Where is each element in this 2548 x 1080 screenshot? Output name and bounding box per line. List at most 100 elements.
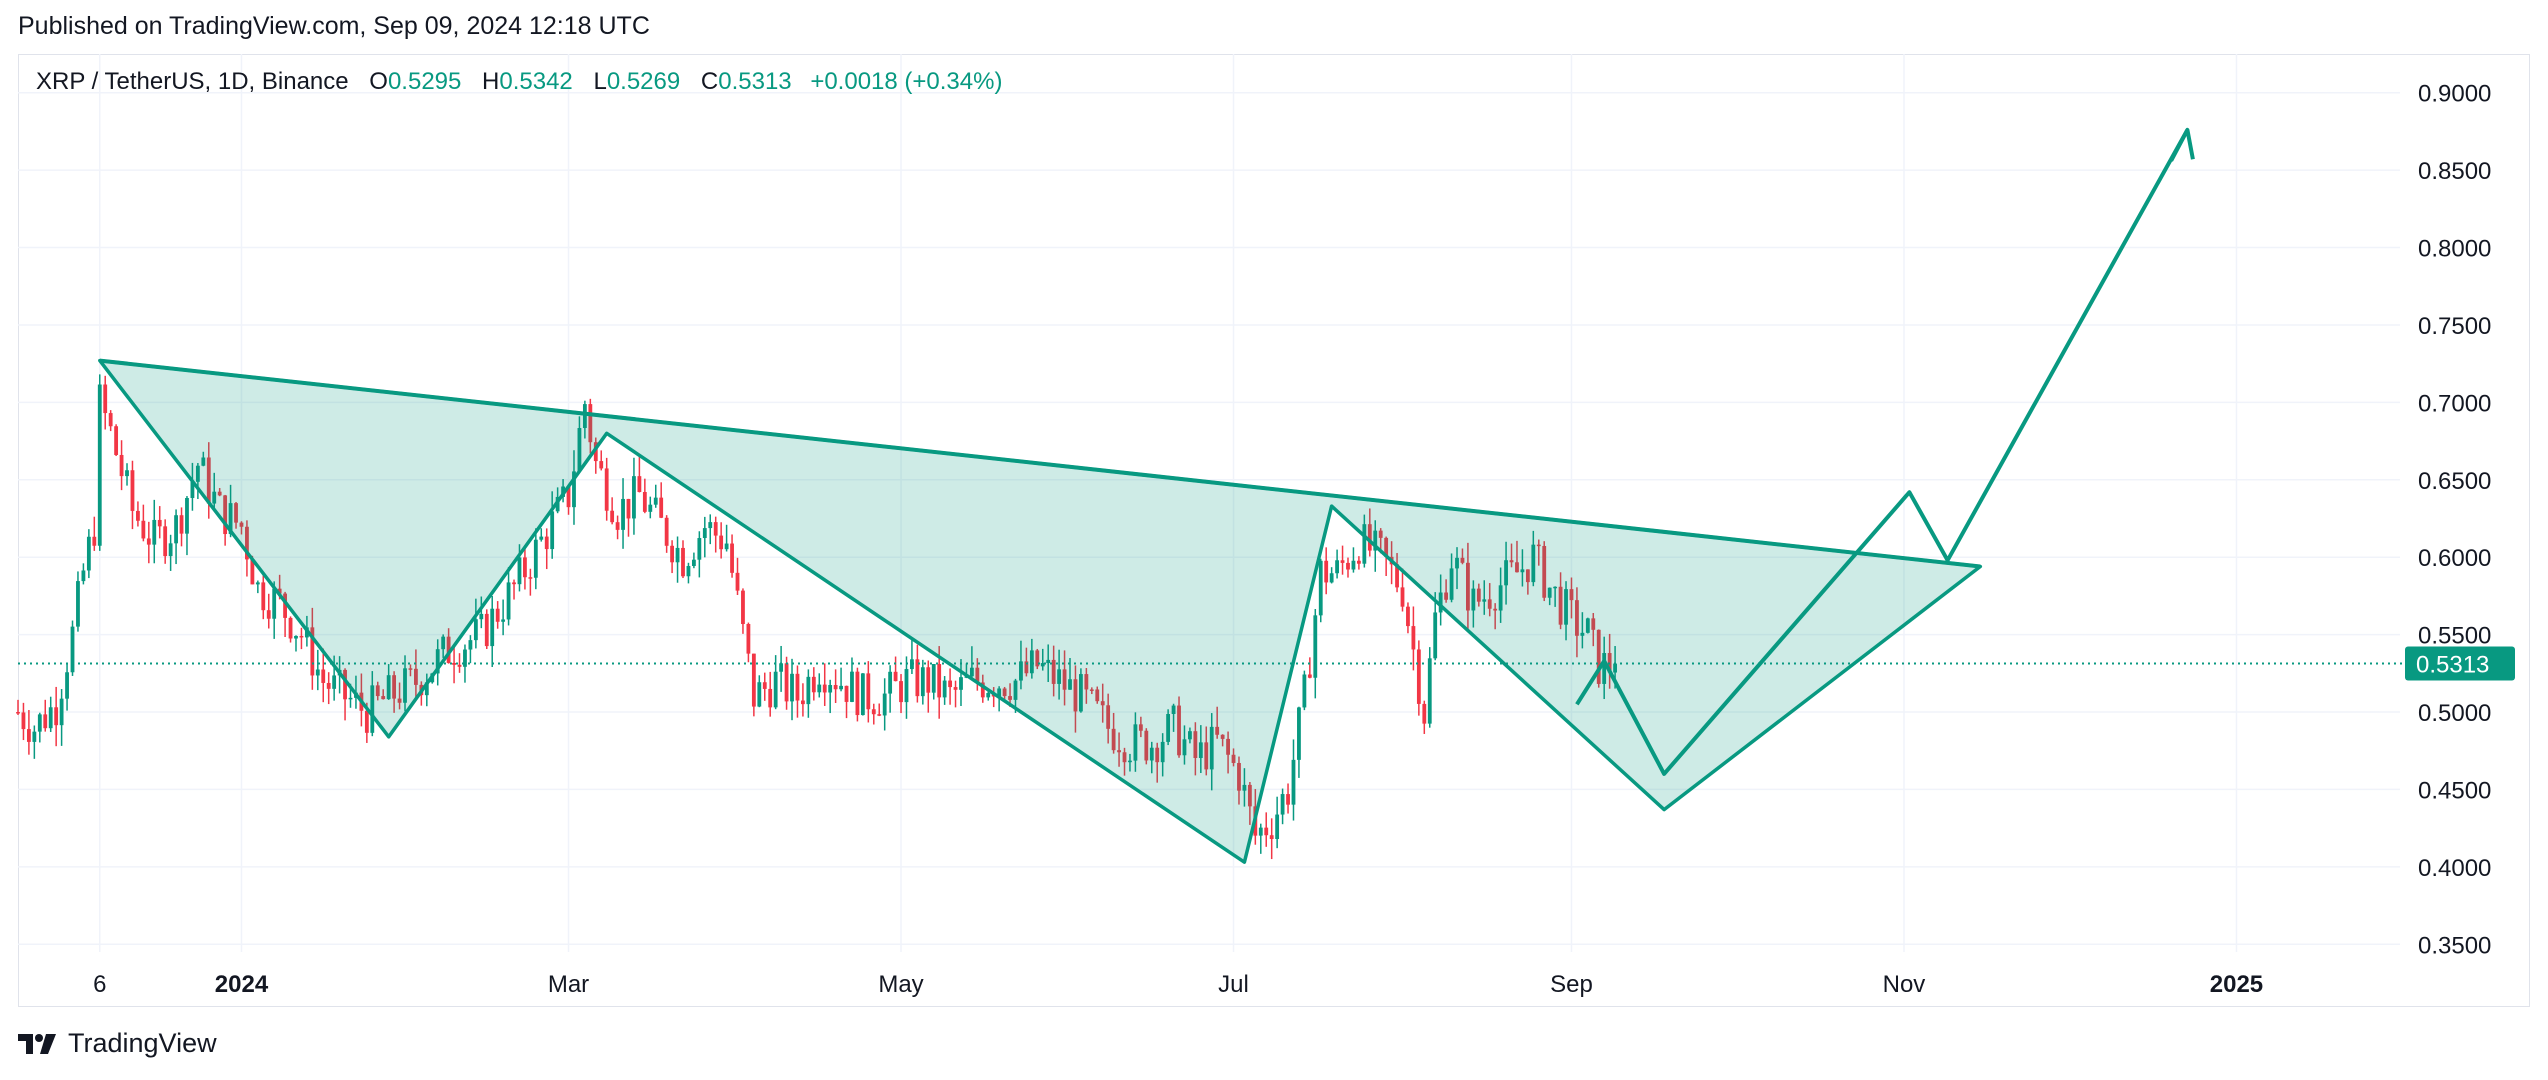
candle-body — [844, 685, 849, 702]
candle-body — [621, 498, 625, 530]
candle-body — [610, 510, 615, 523]
candle-body — [1166, 713, 1171, 742]
candle-body — [1264, 827, 1269, 836]
candle-body — [1089, 689, 1094, 691]
candle-body — [523, 557, 527, 578]
candle-body — [1596, 629, 1601, 684]
candle-body — [397, 698, 402, 703]
candle-body — [599, 461, 604, 469]
candle-body — [1291, 759, 1296, 805]
candle-body — [533, 539, 538, 578]
candle-body — [212, 491, 217, 504]
candle-body — [833, 685, 838, 690]
tradingview-logo[interactable]: TradingView — [18, 1028, 217, 1059]
x-tick-label: Mar — [548, 971, 589, 998]
candle-body — [1078, 674, 1083, 712]
candle-body — [168, 543, 173, 557]
candle-body — [544, 536, 549, 550]
candle-body — [1400, 587, 1405, 607]
candle-body — [114, 426, 119, 455]
candle-body — [414, 668, 418, 685]
pattern-shape — [98, 358, 1983, 864]
candle-body — [920, 667, 925, 697]
legend-open-label: O — [369, 68, 388, 95]
candle-body — [473, 619, 478, 641]
candle-body — [1171, 705, 1176, 714]
legend-high-value: 0.5342 — [499, 68, 573, 95]
candle-body — [817, 684, 822, 693]
candle-body — [1509, 560, 1514, 563]
candle-body — [468, 640, 473, 650]
candle-body — [146, 538, 151, 545]
candle-body — [315, 669, 320, 676]
published-caption: Published on TradingView.com, Sep 09, 20… — [18, 12, 650, 40]
candle-body — [670, 545, 675, 563]
candle-body — [719, 535, 724, 550]
candle-body — [1084, 674, 1089, 690]
candle-body — [370, 685, 375, 733]
y-tick-label: 0.9000 — [2418, 81, 2491, 108]
candle-body — [550, 511, 555, 550]
candle-body — [850, 671, 854, 702]
candle-body — [566, 486, 571, 508]
candle-body — [348, 697, 353, 700]
candle-body — [1247, 784, 1252, 807]
candle-body — [1318, 560, 1323, 616]
candle-body — [1177, 705, 1181, 756]
candle-body — [1346, 562, 1350, 570]
candle-body — [637, 476, 642, 493]
tradingview-brand-text: TradingView — [68, 1028, 217, 1058]
candle-body — [1046, 659, 1051, 664]
candle-body — [1575, 600, 1579, 636]
candle-body — [76, 581, 80, 627]
candle-body — [381, 696, 386, 700]
y-tick-label: 0.3500 — [2418, 932, 2491, 959]
candle-body — [1062, 669, 1067, 690]
chart-pane[interactable] — [18, 54, 2530, 1007]
candle-body — [811, 676, 816, 693]
candle-body — [190, 481, 195, 498]
candle-body — [1188, 731, 1192, 740]
candle-body — [103, 384, 108, 414]
candle-body — [81, 570, 86, 582]
candle-body — [632, 476, 636, 519]
candle-body — [1498, 585, 1503, 611]
candle-body — [893, 671, 898, 682]
candle-body — [206, 457, 211, 504]
candle-body — [452, 662, 456, 665]
candle-body — [1367, 524, 1372, 551]
candle-body — [1215, 726, 1220, 735]
candle-body — [1362, 524, 1367, 564]
candle-body — [664, 517, 669, 546]
candle-body — [343, 669, 347, 700]
candle-body — [1002, 688, 1007, 697]
candle-body — [659, 497, 664, 518]
candle-body — [70, 626, 75, 673]
legend-open-value: 0.5295 — [387, 68, 462, 95]
candle-body — [904, 669, 909, 703]
candle-body — [250, 559, 255, 585]
candle-body — [741, 590, 745, 625]
y-tick-label: 0.5500 — [2418, 623, 2491, 650]
symbol-legend: XRP / TetherUS, 1D, Binance O0.5295 H0.5… — [36, 68, 1002, 96]
candle-body — [1193, 731, 1198, 759]
candles — [16, 374, 1617, 860]
candle-body — [888, 671, 893, 694]
candle-body — [1307, 674, 1312, 678]
y-tick-label: 0.7500 — [2418, 313, 2491, 340]
x-tick-label: Sep — [1550, 971, 1593, 998]
candle-body — [724, 543, 729, 550]
neckline-trendline — [99, 358, 1981, 569]
candle-body — [790, 673, 794, 702]
candle-body — [1433, 612, 1438, 659]
candle-body — [860, 673, 865, 716]
candle-body — [1438, 592, 1443, 613]
grid-lines — [18, 54, 2400, 952]
candle-body — [1471, 588, 1476, 611]
candle-body — [1275, 814, 1280, 840]
candle-body — [43, 714, 48, 729]
candle-body — [1444, 592, 1449, 600]
candle-body — [986, 693, 991, 698]
legend-change: +0.0018 (+0.34%) — [810, 68, 1003, 95]
